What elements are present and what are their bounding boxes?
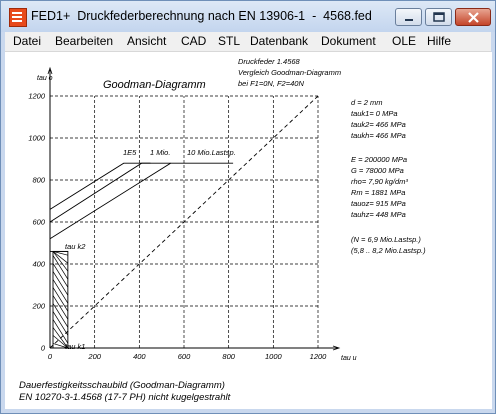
y-tick-label: 1000 — [28, 134, 46, 143]
y-axis-label: tau o — [37, 75, 53, 82]
menu-bearbeiten[interactable]: Bearbeiten — [55, 34, 114, 48]
y-tick-label: 800 — [32, 176, 45, 185]
line-label-1mio: 1 Mio. — [150, 148, 170, 157]
hatch-line — [52, 263, 69, 288]
close-icon — [468, 12, 479, 23]
hatch-line — [52, 255, 69, 280]
hatch-line — [52, 303, 69, 328]
y-tick-label: 1200 — [28, 92, 46, 101]
menu-ole[interactable]: OLE — [392, 34, 417, 48]
tau-k2-label: tau k2 — [65, 242, 86, 251]
series-line — [49, 162, 171, 223]
x-tick-label: 400 — [133, 352, 146, 361]
y-tick-label: 400 — [32, 260, 45, 269]
param-rm: Rm = 1881 MPa — [351, 188, 405, 197]
hatch-line — [52, 251, 69, 272]
tau-k1-label: tau k1 — [65, 342, 85, 351]
hatch-line — [52, 279, 69, 304]
window-title: FED1+ Druckfederberechnung nach EN 13906… — [31, 9, 372, 23]
goodman-chart: 0 200 400 600 800 1000 1200 0 200 400 600 800 1000 12… — [19, 57, 426, 403]
param-g: G = 78000 MPa — [351, 166, 404, 175]
x-tick-label: 800 — [222, 352, 235, 361]
y-tick-label: 0 — [41, 344, 46, 353]
param-e: E = 200000 MPa — [351, 155, 407, 164]
line-label-1e5: 1E5 — [123, 148, 137, 157]
hatch-line — [52, 335, 69, 349]
x-tick-label: 1200 — [310, 352, 328, 361]
menu-bar: Datei Bearbeiten Ansicht CAD STL Datenba… — [5, 32, 491, 52]
x-axis-arrow — [332, 345, 341, 351]
diagram-title: Goodman-Diagramm — [103, 79, 206, 91]
y-axis-arrow — [47, 66, 53, 75]
title-bar[interactable]: FED1+ Druckfederberechnung nach EN 13906… — [1, 1, 495, 32]
chart-axes: 0 200 400 600 800 1000 1200 0 200 400 600 800 1000 12… — [28, 66, 341, 361]
x-tick-label: 0 — [48, 352, 53, 361]
hatch-line — [52, 295, 69, 320]
hatch-line — [52, 319, 69, 344]
menu-stl[interactable]: STL — [218, 34, 241, 48]
param-rho: rho= 7,90 kg/dm³ — [351, 177, 408, 186]
header-line-2: Vergleich Goodman-Diagramm — [238, 68, 341, 77]
y-tick-label: 200 — [31, 302, 45, 311]
y-tick-label: 600 — [32, 218, 45, 227]
header-line-3: bei F1=0N, F2=40N — [238, 79, 304, 88]
hatch-line — [52, 271, 69, 296]
minimize-button[interactable] — [395, 8, 422, 26]
param-tauk2: tauk2= 466 MPa — [351, 120, 406, 129]
series-line — [49, 95, 319, 349]
param-n-range: (5,8 .. 8,2 Mio.Lastsp.) — [351, 246, 426, 255]
hatch-line — [52, 251, 69, 264]
hatch-line — [52, 251, 68, 256]
menu-hilfe[interactable]: Hilfe — [427, 34, 452, 48]
drawing-canvas[interactable]: 0 200 400 600 800 1000 1200 0 200 400 600 800 1000 12… — [5, 52, 492, 409]
param-taukh: taukh= 466 MPa — [351, 131, 406, 140]
menu-ansicht[interactable]: Ansicht — [127, 34, 167, 48]
param-tauoz: tauoz= 915 MPa — [351, 199, 406, 208]
menu-datenbank[interactable]: Datenbank — [250, 34, 309, 48]
footer-line-1: Dauerfestigkeitsschaubild (Goodman-Diagr… — [19, 380, 225, 391]
hatch-line — [52, 311, 69, 336]
x-tick-label: 600 — [178, 352, 191, 361]
header-line-1: Druckfeder 1.4568 — [238, 57, 301, 66]
param-n: (N = 6,9 Mio.Lastsp.) — [351, 235, 421, 244]
menu-dokument[interactable]: Dokument — [321, 34, 376, 48]
menu-datei[interactable]: Datei — [13, 34, 42, 48]
chart-grid — [50, 95, 319, 348]
app-icon[interactable] — [9, 8, 27, 27]
hatch-line — [52, 287, 69, 312]
param-tauhz: tauhz= 448 MPa — [351, 210, 406, 219]
series-line — [49, 162, 234, 240]
x-tick-label: 1000 — [265, 352, 283, 361]
x-tick-label: 200 — [87, 352, 101, 361]
hatch-line — [52, 343, 68, 349]
footer-line-2: EN 10270-3-1.4568 (17-7 PH) nicht kugelg… — [19, 392, 231, 403]
line-label-10mio: 10 Mio.Lastsp. — [187, 148, 236, 157]
close-button[interactable] — [455, 8, 491, 26]
maximize-icon — [433, 12, 445, 22]
x-axis-label: tau u — [341, 355, 357, 362]
param-tauk1: tauk1= 0 MPa — [351, 109, 398, 118]
minimize-icon — [405, 19, 413, 21]
maximize-button[interactable] — [425, 8, 452, 26]
param-d: d = 2 mm — [351, 98, 382, 107]
series-line — [49, 162, 151, 210]
menu-cad[interactable]: CAD — [181, 34, 207, 48]
